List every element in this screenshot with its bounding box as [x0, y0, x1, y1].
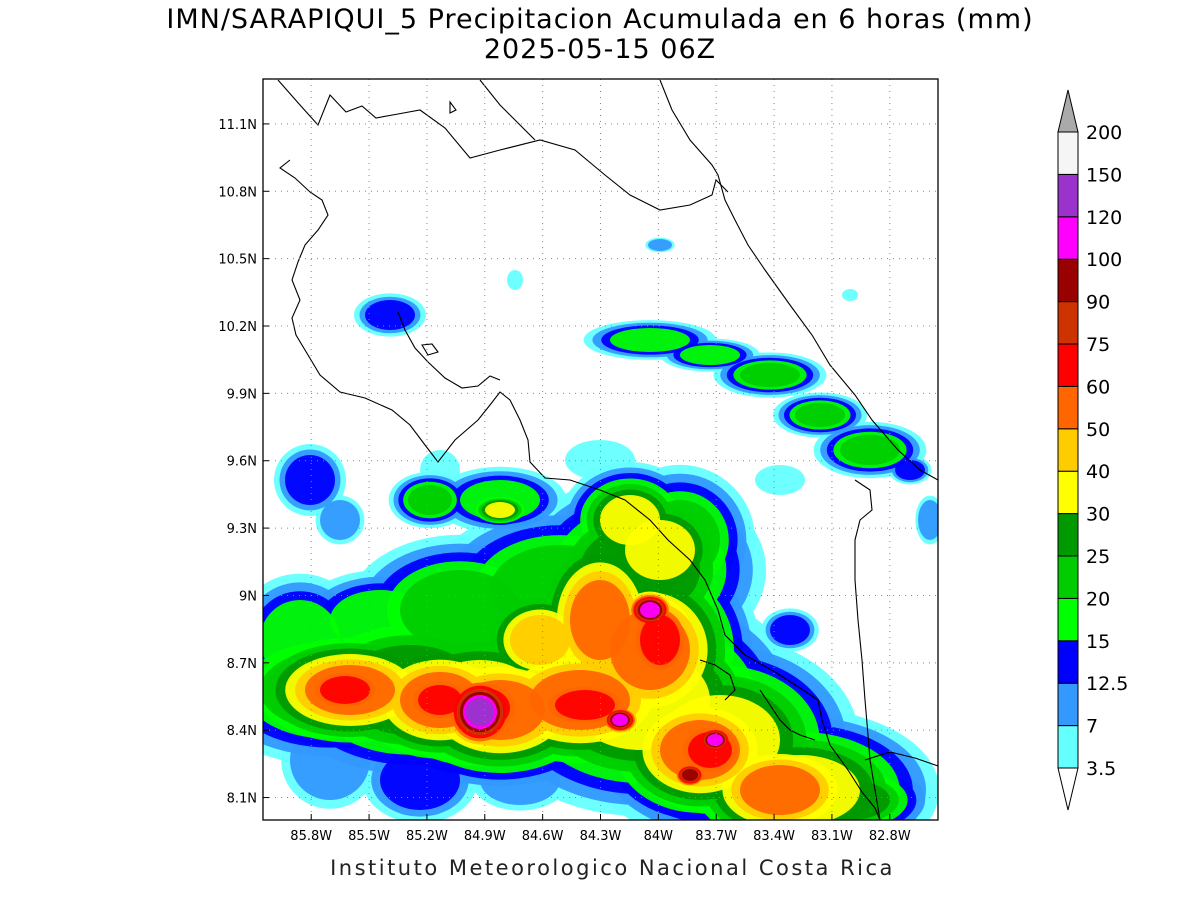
colorbar-swatch: [1057, 343, 1079, 387]
colorbar-swatch: [1057, 385, 1079, 430]
x-axis-longitude: 85.8W 85.5W 85.2W 84.9W 84.6W 84.3W 84W 83.7W 83…: [290, 814, 911, 844]
y-tick-label: 8.7N: [227, 657, 257, 672]
colorbar-label: 50: [1086, 419, 1110, 441]
x-tick-label: 85.5W: [348, 829, 390, 844]
precip-contour: [408, 485, 452, 515]
precip-contour: [640, 615, 680, 665]
colorbar-label: 200: [1086, 122, 1122, 144]
colorbar-label: 20: [1086, 588, 1110, 610]
chart-subtitle-date: 2025-05-15 06Z: [483, 34, 717, 65]
precip-contour: [648, 239, 672, 251]
precip-contour: [707, 734, 723, 746]
precip-contour: [555, 690, 615, 720]
colorbar-label: 120: [1086, 207, 1122, 229]
precip-contour: [285, 455, 335, 505]
y-tick-label: 8.1N: [227, 792, 257, 807]
colorbar-label: 100: [1086, 249, 1122, 271]
x-tick-label: 84W: [644, 829, 674, 844]
x-tick-label: 84.9W: [464, 829, 506, 844]
colorbar-swatch: [1057, 428, 1079, 472]
precip-contour: [485, 502, 515, 518]
x-tick-label: 82.8W: [869, 829, 911, 844]
x-tick-label: 84.6W: [522, 829, 564, 844]
colorbar-label: 90: [1086, 292, 1110, 314]
precip-contour: [680, 345, 740, 365]
precip-contour: [740, 765, 820, 815]
colorbar-swatch: [1057, 682, 1079, 727]
colorbar-swatch: [1057, 216, 1079, 260]
y-tick-label: 10.5N: [218, 253, 257, 268]
colorbar-under-arrow: [1057, 767, 1079, 811]
y-tick-label: 11.1N: [218, 118, 257, 133]
precipitation-field: [263, 237, 938, 820]
x-tick-label: 85.8W: [290, 829, 332, 844]
precip-contour: [740, 363, 800, 387]
colorbar-label: 75: [1086, 334, 1110, 356]
colorbar-label: 30: [1086, 504, 1110, 526]
colorbar-over-arrow: [1057, 89, 1079, 133]
chart-title: IMN/SARAPIQUI_5 Precipitacion Acumulada …: [166, 4, 1034, 35]
colorbar-swatch: [1057, 555, 1079, 599]
precip-contour: [640, 602, 660, 618]
colorbar-swatch: [1057, 640, 1079, 684]
precip-contour: [466, 698, 494, 726]
colorbar-label: 3.5: [1086, 758, 1116, 780]
colorbar-label: 25: [1086, 546, 1110, 568]
colorbar-label: 12.5: [1086, 673, 1128, 695]
colorbar-swatch: [1057, 173, 1079, 218]
precip-contour: [320, 500, 360, 540]
precip-contour: [840, 435, 900, 465]
colorbar-legend: 3.5 7 12.5 15 20 25 30 40 50 60 75 90 100 120 150 200: [1057, 89, 1128, 811]
precip-contour: [320, 676, 370, 704]
precip-contour: [625, 520, 695, 580]
colorbar-swatch: [1057, 513, 1079, 557]
colorbar-swatch: [1057, 725, 1079, 769]
y-tick-label: 9N: [239, 589, 257, 604]
precip-contour: [770, 615, 810, 645]
colorbar-label: 150: [1086, 164, 1122, 186]
colorbar-label: 15: [1086, 631, 1110, 653]
y-tick-label: 8.4N: [227, 724, 257, 739]
precip-contour: [682, 769, 698, 781]
precip-contour: [507, 270, 523, 290]
x-tick-label: 83.4W: [753, 829, 795, 844]
precip-contour: [755, 465, 805, 495]
precip-contour: [380, 750, 460, 810]
x-tick-label: 83.1W: [811, 829, 853, 844]
colorbar-swatch: [1057, 470, 1079, 515]
coastline-borders: [277, 79, 938, 820]
y-tick-label: 9.3N: [227, 522, 257, 537]
colorbar-swatch: [1057, 131, 1079, 175]
colorbar-swatch: [1057, 258, 1079, 303]
colorbar-swatch: [1057, 597, 1079, 642]
x-tick-label: 84.3W: [580, 829, 622, 844]
y-axis-latitude: 8.1N 8.4N 8.7N 9N 9.3N 9.6N 9.9N 10.2N 10.5N 10.8…: [218, 118, 269, 807]
precip-contour: [795, 403, 845, 427]
precip-contour: [918, 500, 938, 540]
y-tick-label: 9.9N: [227, 387, 257, 402]
y-tick-label: 9.6N: [227, 455, 257, 470]
x-tick-label: 83.7W: [695, 829, 737, 844]
colorbar-swatch: [1057, 301, 1079, 345]
precip-contour: [842, 289, 858, 301]
precip-contour: [612, 714, 628, 726]
colorbar-label: 7: [1086, 716, 1098, 738]
footer-credit: Instituto Meteorologico Nacional Costa R…: [330, 856, 895, 880]
x-tick-label: 85.2W: [406, 829, 448, 844]
y-tick-label: 10.2N: [218, 320, 257, 335]
precip-contour: [510, 615, 570, 665]
y-tick-label: 10.8N: [218, 185, 257, 200]
colorbar-label: 60: [1086, 376, 1110, 398]
precip-contour: [895, 460, 925, 480]
precip-contour: [570, 580, 630, 660]
colorbar-label: 40: [1086, 461, 1110, 483]
precip-contour: [418, 685, 462, 715]
precip-contour: [610, 328, 690, 352]
